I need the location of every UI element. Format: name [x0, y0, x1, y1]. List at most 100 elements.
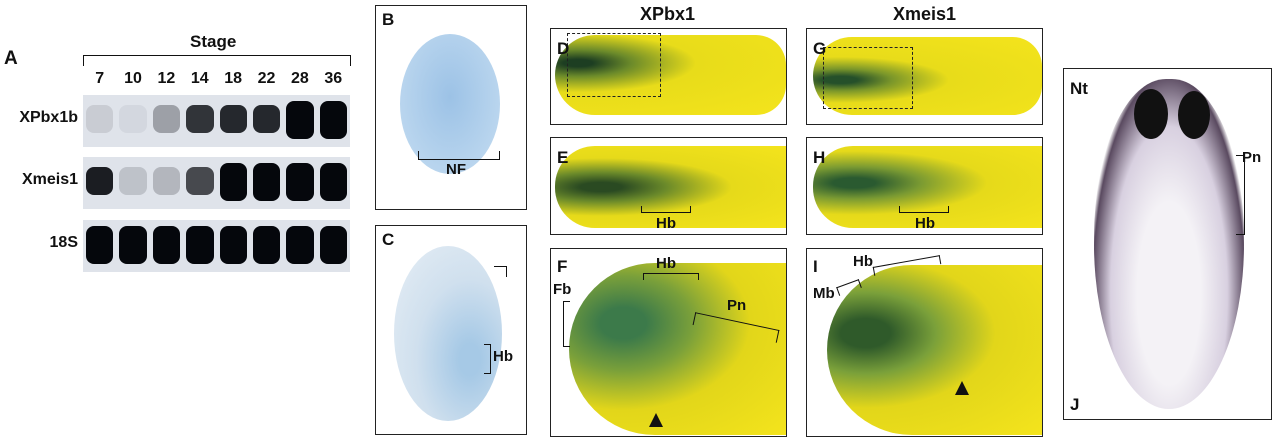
blot-lane [317, 95, 350, 147]
panel-letter-d: D [557, 39, 570, 58]
blot-band [119, 105, 147, 133]
label-nf: NF [446, 161, 466, 178]
panel-letter-a: A [4, 48, 18, 69]
embryo-image [813, 37, 1042, 115]
blot-lane [217, 220, 250, 272]
stage-title: Stage [190, 32, 237, 51]
zoom-region-box [567, 33, 661, 97]
stage-label: 10 [124, 70, 142, 87]
hb-bracket [641, 206, 691, 213]
blot-band [152, 167, 181, 195]
arrowhead-icon [955, 381, 969, 395]
blot-lane [150, 220, 183, 272]
blot-lane [83, 95, 116, 147]
column-title-xmeis1: Xmeis1 [893, 4, 957, 24]
blot-lane [250, 157, 283, 209]
embryo-image [394, 246, 502, 421]
stage-label: 18 [224, 70, 243, 87]
embryo-image [827, 265, 1042, 435]
blot-lane [283, 95, 316, 147]
panel-letter-f: F [557, 257, 568, 276]
blot-lane [150, 95, 183, 147]
blot-lane [83, 220, 116, 272]
corner-mark [494, 266, 507, 277]
label-hb: Hb [915, 215, 935, 232]
panel-letter-i: I [813, 257, 818, 276]
hb-bracket [643, 273, 699, 280]
label-hb: Hb [493, 348, 513, 365]
blot-lane [83, 157, 116, 209]
panel-c: C Hb [375, 225, 527, 435]
panel-j: Nt Pn J [1063, 68, 1272, 420]
stage-label: 14 [190, 70, 209, 87]
panel-letter-b: B [382, 10, 395, 29]
blot-lane [250, 220, 283, 272]
blot-band [119, 226, 147, 264]
blot-band [86, 167, 114, 195]
stage-label: 7 [95, 70, 105, 87]
label-hb: Hb [853, 253, 873, 270]
blot-lane [116, 157, 149, 209]
blot-lane [217, 95, 250, 147]
section-image [1094, 79, 1244, 409]
blot-band [186, 105, 214, 133]
panel-letter-g: G [813, 39, 827, 58]
blot-band [119, 167, 147, 195]
blot-band [286, 226, 314, 264]
blot-label: 18S [49, 234, 78, 251]
blot-label: Xmeis1 [21, 171, 78, 188]
panel-d: D [550, 28, 787, 125]
blot-lane [317, 220, 350, 272]
blot-band [186, 226, 214, 264]
blot-band [86, 226, 114, 264]
blot-band [219, 105, 247, 133]
embryo-image [400, 34, 500, 174]
stage-label: 36 [324, 70, 343, 87]
embryo-image [555, 146, 786, 228]
pn-bracket [1236, 155, 1245, 235]
blot-lane [283, 157, 316, 209]
blot-band [152, 105, 181, 133]
blot-band [219, 163, 247, 201]
stage-label: 22 [257, 70, 276, 87]
label-hb: Hb [656, 215, 676, 232]
blot-lane [116, 95, 149, 147]
blot-band [219, 226, 247, 264]
hb-bracket [899, 206, 949, 213]
blot-lane [217, 157, 250, 209]
arrowhead-icon [649, 413, 663, 427]
blot-band [319, 101, 347, 139]
panel-letter-h: H [813, 148, 826, 167]
embryo-image [555, 35, 786, 115]
stage-bracket [83, 55, 351, 66]
blot-band [319, 163, 347, 201]
panel-e: Hb E [550, 137, 787, 235]
blot-band [86, 105, 114, 133]
blot-label: XPbx1b [19, 109, 78, 126]
blot-lane [116, 220, 149, 272]
zoom-region-box [823, 47, 913, 109]
panel-letter-c: C [382, 230, 395, 249]
panel-f: Fb Hb Pn F [550, 248, 787, 437]
hb-bracket [484, 344, 491, 374]
label-hb: Hb [656, 255, 676, 272]
blot-band [252, 163, 281, 201]
neural-tube-right [1178, 91, 1210, 139]
panel-i: Mb Hb I [806, 248, 1043, 437]
embryo-image [569, 263, 786, 435]
panel-b: B NF [375, 5, 527, 210]
blot-band [286, 101, 314, 139]
blot-band [186, 167, 214, 195]
fb-bracket [563, 301, 570, 347]
label-fb: Fb [553, 281, 572, 298]
label-pn: Pn [1242, 149, 1262, 166]
blot-xmeis1 [83, 157, 350, 209]
blot-lane [183, 157, 216, 209]
panel-h: Hb H [806, 137, 1043, 235]
panel-letter-j: J [1070, 395, 1080, 414]
neural-tube-left [1134, 89, 1168, 139]
blot-xpbx1b [83, 95, 350, 147]
panel-g: G [806, 28, 1043, 125]
nf-bracket [418, 151, 500, 160]
blot-lane [183, 95, 216, 147]
